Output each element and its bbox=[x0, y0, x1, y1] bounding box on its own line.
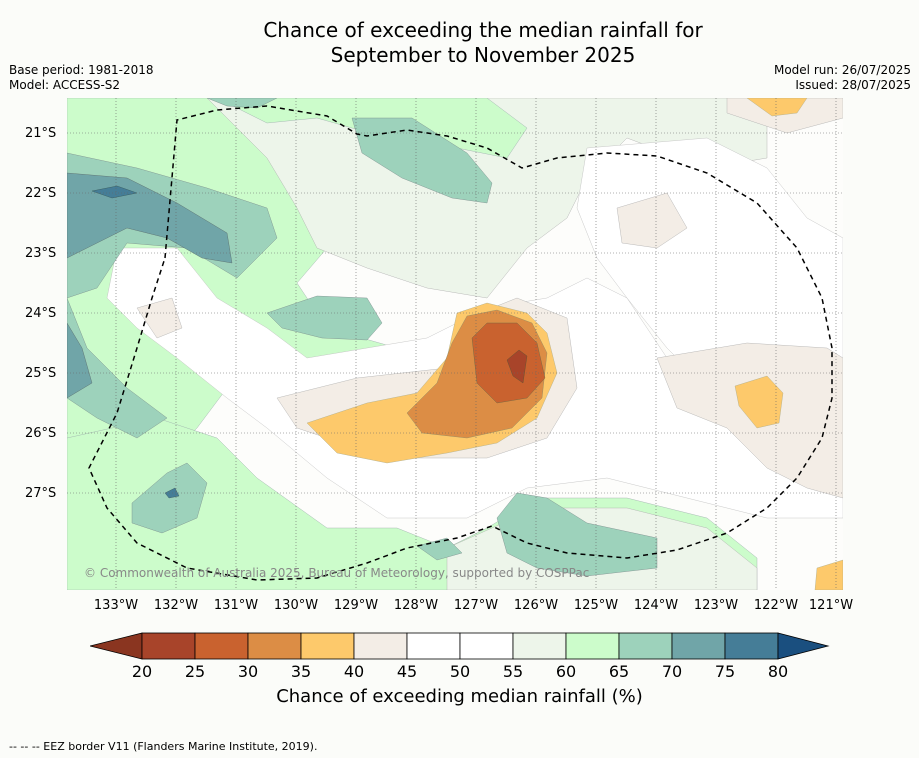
contour-75-west bbox=[91, 185, 138, 199]
cbar-tick-40: 40 bbox=[343, 662, 365, 681]
copyright-text: © Commonwealth of Australia 2025, Bureau… bbox=[84, 566, 589, 580]
colorbar-segment bbox=[353, 632, 408, 660]
contour-35-northeast bbox=[746, 98, 808, 117]
lat-label-22: 22°S bbox=[25, 186, 57, 201]
contour-65-top bbox=[206, 98, 278, 109]
cbar-tick-80: 80 bbox=[767, 662, 789, 681]
map-title: Chance of exceeding the median rainfall … bbox=[0, 18, 919, 68]
lon-label-123: 123°W bbox=[693, 598, 739, 613]
colorbar-segment bbox=[724, 632, 779, 660]
eez-border bbox=[88, 105, 833, 581]
lon-label-121: 121°W bbox=[808, 598, 854, 613]
meta-right: Model run: 26/07/2025 Issued: 28/07/2025 bbox=[774, 63, 911, 93]
contour-65-north bbox=[351, 117, 493, 204]
eez-footer-note: -- -- -- EEZ border V11 (Flanders Marine… bbox=[9, 740, 318, 753]
rainfall-map: © Commonwealth of Australia 2025, Bureau… bbox=[67, 98, 843, 590]
contour-45-east bbox=[656, 342, 843, 499]
contour-35-southeast bbox=[814, 559, 843, 590]
lat-label-25: 25°S bbox=[25, 366, 57, 381]
colorbar-segment bbox=[194, 632, 249, 660]
cbar-tick-55: 55 bbox=[502, 662, 524, 681]
colorbar-segment bbox=[459, 632, 514, 660]
colorbar-segment bbox=[618, 632, 673, 660]
colorbar-under-arrow bbox=[90, 632, 143, 660]
title-line-2: September to November 2025 bbox=[330, 43, 636, 67]
contour-65-south bbox=[496, 492, 658, 577]
lon-label-128: 128°W bbox=[393, 598, 439, 613]
lat-label-24: 24°S bbox=[25, 306, 57, 321]
lat-label-23: 23°S bbox=[25, 246, 57, 261]
lon-label-126: 126°W bbox=[513, 598, 559, 613]
cbar-tick-65: 65 bbox=[608, 662, 630, 681]
base-period: Base period: 1981-2018 bbox=[9, 63, 154, 77]
lon-gridlines bbox=[115, 98, 837, 590]
contour-35-east bbox=[734, 375, 784, 429]
map-canvas: © Commonwealth of Australia 2025, Bureau… bbox=[67, 98, 843, 590]
colorbar-over-arrow bbox=[777, 632, 830, 660]
contour-20-centre bbox=[506, 349, 528, 384]
contour-45-northeast bbox=[616, 192, 688, 249]
cbar-tick-70: 70 bbox=[661, 662, 683, 681]
colorbar-segment bbox=[565, 632, 620, 660]
cbar-tick-50: 50 bbox=[449, 662, 471, 681]
lon-label-122: 122°W bbox=[753, 598, 799, 613]
colorbar-segment bbox=[300, 632, 355, 660]
cbar-tick-25: 25 bbox=[184, 662, 206, 681]
cbar-tick-45: 45 bbox=[396, 662, 418, 681]
lon-label-130: 130°W bbox=[273, 598, 319, 613]
contour-65-west-lower bbox=[67, 297, 168, 439]
model-name: Model: ACCESS-S2 bbox=[9, 78, 121, 92]
colorbar bbox=[90, 632, 830, 660]
contour-45-top-right bbox=[726, 98, 843, 134]
colorbar-segment bbox=[512, 632, 567, 660]
contour-70-west-lower bbox=[67, 322, 93, 399]
lat-label-21: 21°S bbox=[25, 126, 57, 141]
model-run: Model run: 26/07/2025 bbox=[773, 63, 911, 77]
issued-date: Issued: 28/07/2025 bbox=[795, 78, 911, 92]
meta-left: Base period: 1981-2018 Model: ACCESS-S2 bbox=[9, 63, 154, 93]
colorbar-segment bbox=[671, 632, 726, 660]
colorbar-segment bbox=[406, 632, 461, 660]
cbar-tick-30: 30 bbox=[237, 662, 259, 681]
colorbar-segment bbox=[247, 632, 302, 660]
lon-label-124: 124°W bbox=[633, 598, 679, 613]
lon-label-129: 129°W bbox=[333, 598, 379, 613]
lat-label-26: 26°S bbox=[25, 426, 57, 441]
lat-label-27: 27°S bbox=[25, 486, 57, 501]
title-line-1: Chance of exceeding the median rainfall … bbox=[263, 18, 703, 42]
cbar-tick-75: 75 bbox=[714, 662, 736, 681]
cbar-tick-60: 60 bbox=[555, 662, 577, 681]
cbar-tick-35: 35 bbox=[290, 662, 312, 681]
lon-label-127: 127°W bbox=[453, 598, 499, 613]
cbar-tick-20: 20 bbox=[131, 662, 153, 681]
colorbar-title: Chance of exceeding median rainfall (%) bbox=[276, 686, 643, 707]
lat-gridlines bbox=[67, 132, 843, 494]
lon-label-131: 131°W bbox=[213, 598, 259, 613]
lon-label-125: 125°W bbox=[573, 598, 619, 613]
lon-label-133: 133°W bbox=[93, 598, 139, 613]
colorbar-segment bbox=[141, 632, 196, 660]
lon-label-132: 132°W bbox=[153, 598, 199, 613]
